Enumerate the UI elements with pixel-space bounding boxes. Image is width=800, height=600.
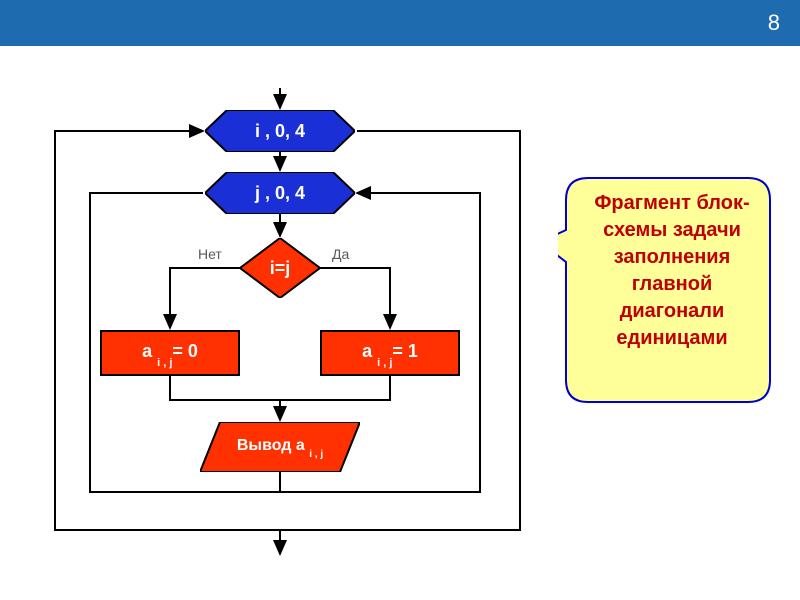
flowchart-wires — [20, 80, 540, 560]
assign-no-label: a i , j= 0 — [142, 341, 198, 365]
loop-j-hexagon: j , 0, 4 — [205, 172, 355, 214]
assign-yes-label: a i , j= 1 — [362, 341, 418, 365]
decision-diamond: i=j — [240, 238, 320, 298]
loop-i-hexagon: i , 0, 4 — [205, 110, 355, 152]
flowchart: i , 0, 4 j , 0, 4 i=j Нет Да a i , j= 0 … — [20, 80, 540, 560]
branch-no-label: Нет — [198, 246, 222, 262]
callout-text: Фрагмент блок-схемы задачи заполнения гл… — [578, 190, 766, 352]
page-number: 8 — [768, 10, 780, 36]
branch-yes-label: Да — [332, 246, 349, 262]
assign-no-rect: a i , j= 0 — [100, 330, 240, 376]
loop-i-label: i , 0, 4 — [255, 121, 305, 142]
callout: Фрагмент блок-схемы задачи заполнения гл… — [558, 170, 778, 410]
assign-yes-rect: a i , j= 1 — [320, 330, 460, 376]
header-bar: 8 — [0, 0, 800, 46]
output-parallelogram: Вывод a i , j — [200, 422, 360, 472]
decision-label: i=j — [270, 258, 291, 279]
output-label: Вывод a i , j — [237, 437, 323, 457]
loop-j-label: j , 0, 4 — [255, 183, 305, 204]
